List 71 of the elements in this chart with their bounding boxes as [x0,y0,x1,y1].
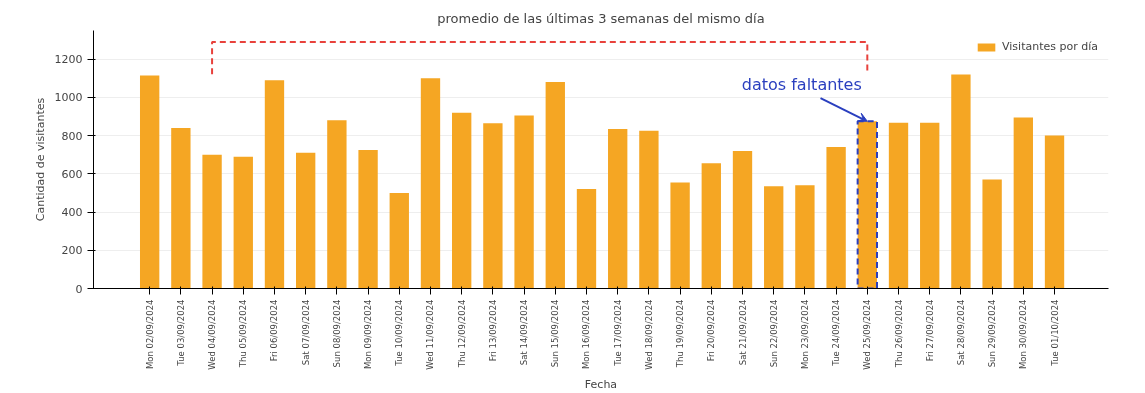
x-tick-label: Tue 03/09/2024 [175,299,186,367]
bar [233,156,253,289]
x-tick-label: Tue 01/10/2024 [1049,299,1060,367]
bar [327,120,347,289]
bar [139,75,160,289]
x-tick-label: Wed 04/09/2024 [207,299,218,370]
text: promedio de las últimas 3 semanas del mismo día [437,10,765,26]
bar [514,115,534,289]
x-tick-label: Wed 18/09/2024 [643,299,654,370]
bar [670,182,690,289]
x-tick-label: Mon 16/09/2024 [581,299,592,370]
bar [920,122,940,289]
x-tick-label: Fri 06/09/2024 [269,299,280,362]
x-tick-label: Tue 17/09/2024 [612,299,623,367]
y-tick-label: 600 [61,167,83,181]
x-tick-label: Thu 19/09/2024 [675,299,686,369]
bar [826,147,846,289]
bar [483,123,503,289]
bar [982,179,1002,289]
x-tick-label: Sun 15/09/2024 [550,299,561,368]
x-tick-label: Thu 26/09/2024 [893,299,904,369]
x-tick-label: Fri 13/09/2024 [487,299,498,362]
bar [171,127,191,289]
y-tick-label: 1200 [54,53,83,67]
x-tick-label: Sun 22/09/2024 [768,299,779,368]
bar [951,74,971,289]
bar [420,78,441,289]
bar [639,130,659,289]
y-tick-label: 1000 [54,91,83,105]
x-tick-label: Sat 28/09/2024 [955,299,966,366]
y-tick-label: 800 [61,129,83,143]
bar [608,128,628,289]
annotation: datos faltantes [741,75,862,95]
x-tick-label: Thu 05/09/2024 [238,299,249,369]
y-axis-title: Cantidad de visitantes [33,97,47,222]
x-tick-label: Mon 02/09/2024 [144,299,155,370]
x-tick-label: Fri 27/09/2024 [924,299,935,362]
bar [389,192,409,289]
bar [701,163,721,289]
legend-label: Visitantes por día [1002,40,1098,53]
bar [202,154,222,289]
x-tick-label: Sat 14/09/2024 [519,299,530,366]
y-tick-label: 200 [61,244,83,258]
bar [888,122,909,289]
bar [764,186,784,289]
x-tick-label: Sat 21/09/2024 [737,299,748,366]
x-tick-label: Sun 29/09/2024 [987,299,998,368]
bar [1044,135,1065,289]
bar [358,149,378,289]
bar [452,112,472,289]
x-tick-label: Tue 10/09/2024 [394,299,405,367]
y-tick-label: 0 [75,282,83,296]
x-tick-label: Tue 24/09/2024 [831,299,842,367]
x-tick-label: Sun 08/09/2024 [331,299,342,368]
bar [545,82,565,289]
bar [576,189,597,289]
x-tick-label: Mon 23/09/2024 [799,299,810,370]
bar [795,185,815,289]
bar [1013,117,1033,289]
bar [732,150,753,289]
x-tick-label: Wed 25/09/2024 [862,299,873,370]
bar [296,152,316,289]
x-axis-title: Fecha [584,377,618,391]
x-tick-label: Mon 09/09/2024 [363,299,374,370]
bar [264,80,285,289]
y-tick-label: 400 [61,206,83,220]
x-tick-label: Thu 12/09/2024 [456,299,467,369]
x-tick-label: Sat 07/09/2024 [300,299,311,366]
x-tick-label: Wed 11/09/2024 [425,299,436,370]
x-tick-label: Fri 20/09/2024 [706,299,717,362]
x-tick-label: Mon 30/09/2024 [1018,299,1029,370]
